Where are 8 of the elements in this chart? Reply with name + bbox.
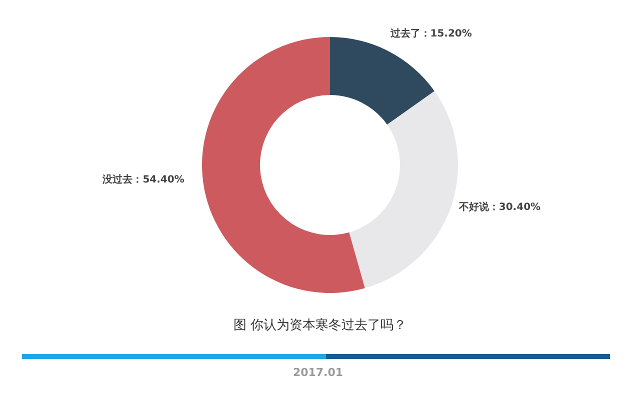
slice-label: 过去了：15.20% — [389, 28, 472, 40]
slice-label: 不好说：30.40% — [458, 200, 541, 213]
donut-slice — [330, 37, 434, 125]
slice-label: 没过去：54.40% — [102, 173, 184, 186]
donut-slice — [202, 37, 365, 293]
text: 2017.01 — [292, 366, 344, 379]
text: 图 你认为资本寒冬过去了吗？ — [232, 317, 408, 334]
donut-slice — [349, 91, 458, 288]
